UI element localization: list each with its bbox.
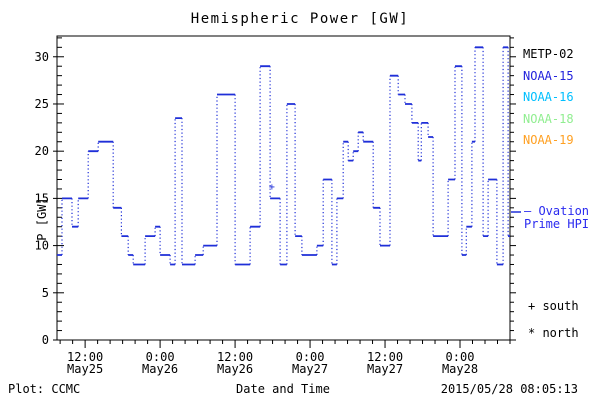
y-tick-label: 20 (35, 144, 49, 158)
x-tick-date-label: May28 (442, 362, 478, 376)
legend-item-noaa-15: NOAA-15 (523, 69, 574, 83)
data-point-marker: + (269, 182, 275, 193)
y-tick-label: 0 (42, 333, 49, 347)
ovation-label-line1: — Ovation (524, 204, 590, 218)
legend-item-noaa-19: NOAA-19 (523, 133, 574, 147)
x-tick-date-label: May26 (142, 362, 178, 376)
hpi-step-line-verticals (61, 47, 509, 265)
x-tick-time-label: 0:00 (446, 350, 475, 364)
x-tick-time-label: 12:00 (367, 350, 403, 364)
x-tick-date-label: May27 (367, 362, 403, 376)
legend-item-metp-02: METP-02 (523, 47, 574, 61)
x-tick-time-label: 0:00 (146, 350, 175, 364)
x-tick-date-label: May25 (67, 362, 103, 376)
y-tick-label: 10 (35, 239, 49, 253)
south-symbol-label: + south (528, 299, 579, 313)
hpi-step-line-horizontals (57, 46, 510, 266)
plot-border (56, 35, 511, 341)
north-symbol-label: * north (528, 326, 579, 340)
x-tick-date-label: May27 (292, 362, 328, 376)
y-tick-label: 5 (42, 286, 49, 300)
chart-title: Hemispheric Power [GW] (190, 11, 410, 27)
ovation-label-line2: Prime HPI (524, 217, 590, 231)
x-axis-label: Date and Time (236, 382, 330, 396)
x-tick-time-label: 12:00 (67, 350, 103, 364)
timestamp: 2015/05/28 08:05:13 (440, 382, 578, 396)
y-tick-label: 15 (35, 191, 49, 205)
x-tick-date-label: May26 (217, 362, 253, 376)
y-tick-label: 30 (35, 50, 49, 64)
legend-item-noaa-16: NOAA-16 (523, 90, 574, 104)
x-tick-time-label: 12:00 (217, 350, 253, 364)
ovation-prime-hpi-label: — Ovation Prime HPI (524, 205, 589, 231)
legend-item-noaa-18: NOAA-18 (523, 112, 574, 126)
plot-credit: Plot: CCMC (8, 382, 81, 396)
y-tick-label: 25 (35, 97, 49, 111)
x-tick-time-label: 0:00 (296, 350, 325, 364)
